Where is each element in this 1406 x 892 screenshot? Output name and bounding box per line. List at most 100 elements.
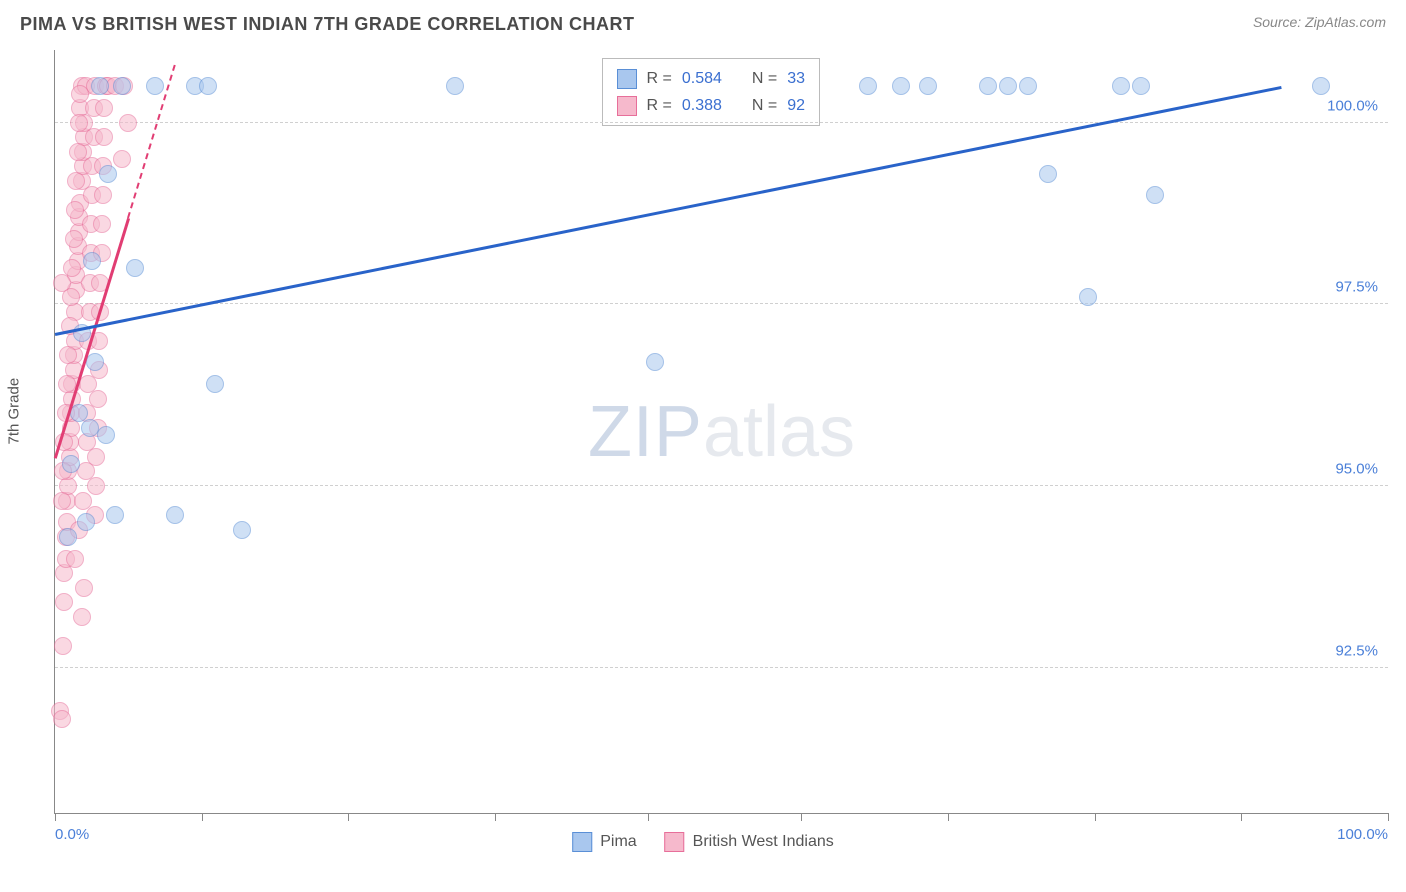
data-point (89, 390, 107, 408)
data-point (166, 506, 184, 524)
data-point (113, 77, 131, 95)
stats-n-label: N = (752, 92, 777, 119)
data-point (66, 201, 84, 219)
data-point (999, 77, 1017, 95)
data-point (1039, 165, 1057, 183)
watermark-atlas: atlas (703, 392, 855, 472)
data-point (1112, 77, 1130, 95)
data-point (97, 426, 115, 444)
data-point (199, 77, 217, 95)
data-point (53, 274, 71, 292)
y-axis-label: 7th Grade (6, 378, 23, 445)
chart-container: 7th Grade ZIPatlas R =0.584N =33R =0.388… (18, 50, 1388, 862)
x-tick (55, 813, 56, 821)
data-point (86, 353, 104, 371)
y-tick-label: 92.5% (1333, 642, 1380, 659)
source-attribution: Source: ZipAtlas.com (1253, 14, 1386, 30)
data-point (65, 230, 83, 248)
data-point (53, 710, 71, 728)
x-tick (948, 813, 949, 821)
y-tick-label: 95.0% (1333, 461, 1380, 478)
stats-r-value: 0.388 (682, 92, 722, 119)
data-point (67, 172, 85, 190)
data-point (87, 448, 105, 466)
data-point (73, 608, 91, 626)
data-point (919, 77, 937, 95)
x-tick-label: 0.0% (55, 826, 89, 843)
data-point (93, 215, 111, 233)
stats-r-label: R = (647, 65, 672, 92)
data-point (59, 528, 77, 546)
data-point (119, 114, 137, 132)
data-point (77, 513, 95, 531)
data-point (106, 506, 124, 524)
y-tick-label: 100.0% (1325, 97, 1380, 114)
stats-row: R = 0.388 N = 92 (617, 92, 806, 119)
gridline (55, 667, 1388, 668)
data-point (53, 492, 71, 510)
data-point (75, 579, 93, 597)
stats-row: R =0.584N =33 (617, 65, 806, 92)
stats-r-label: R = (647, 92, 672, 119)
data-point (83, 252, 101, 270)
data-point (94, 186, 112, 204)
x-tick (495, 813, 496, 821)
stats-n-value: 92 (787, 92, 805, 119)
gridline (55, 303, 1388, 304)
legend-item: Pima (572, 832, 636, 852)
data-point (62, 455, 80, 473)
watermark-zip: ZIP (588, 392, 703, 472)
bottom-legend: Pima British West Indians (572, 832, 834, 852)
chart-title: PIMA VS BRITISH WEST INDIAN 7TH GRADE CO… (20, 14, 635, 35)
x-tick-label: 100.0% (1337, 826, 1388, 843)
data-point (1146, 186, 1164, 204)
x-tick (348, 813, 349, 821)
watermark: ZIPatlas (588, 391, 855, 473)
legend-label: Pima (600, 833, 636, 851)
data-point (95, 128, 113, 146)
plot-area: ZIPatlas R = 0.584 N = 33R = 0.388 N = 92 92.5… (54, 50, 1388, 814)
data-point (59, 346, 77, 364)
x-tick (1241, 813, 1242, 821)
data-point (892, 77, 910, 95)
legend-swatch (617, 69, 637, 89)
data-point (91, 77, 109, 95)
stats-legend-box: R = 0.584 N = 33R = 0.388 N = 92 (602, 58, 821, 126)
data-point (126, 259, 144, 277)
legend-label: British West Indians (693, 833, 834, 851)
gridline (55, 122, 1388, 123)
data-point (979, 77, 997, 95)
data-point (74, 492, 92, 510)
legend-swatch (572, 832, 592, 852)
stats-n-value: 33 (787, 65, 805, 92)
x-tick (1388, 813, 1389, 821)
legend-item: British West Indians (665, 832, 834, 852)
data-point (54, 637, 72, 655)
data-point (1132, 77, 1150, 95)
data-point (446, 77, 464, 95)
data-point (1019, 77, 1037, 95)
data-point (146, 77, 164, 95)
data-point (71, 85, 89, 103)
data-point (206, 375, 224, 393)
data-point (95, 99, 113, 117)
data-point (70, 114, 88, 132)
gridline (55, 485, 1388, 486)
data-point (66, 550, 84, 568)
data-point (1079, 288, 1097, 306)
data-point (99, 165, 117, 183)
legend-swatch (665, 832, 685, 852)
data-point (113, 150, 131, 168)
y-tick-label: 97.5% (1333, 279, 1380, 296)
legend-swatch (617, 96, 637, 116)
data-point (69, 143, 87, 161)
data-point (1312, 77, 1330, 95)
data-point (233, 521, 251, 539)
data-point (55, 593, 73, 611)
data-point (87, 477, 105, 495)
stats-r-value: 0.584 (682, 65, 722, 92)
x-tick (1095, 813, 1096, 821)
x-tick (801, 813, 802, 821)
x-tick (202, 813, 203, 821)
x-tick (648, 813, 649, 821)
